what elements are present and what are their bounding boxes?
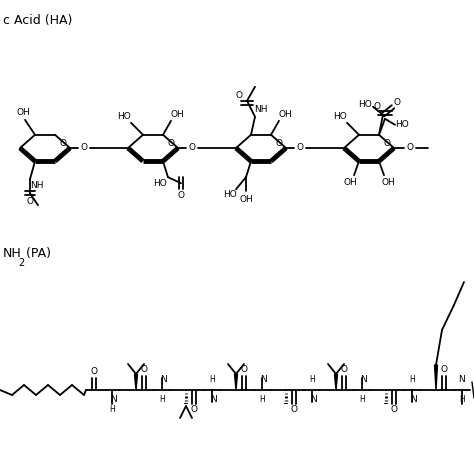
Text: H: H <box>409 375 415 384</box>
Text: O: O <box>297 144 303 153</box>
Text: N: N <box>410 395 418 404</box>
Text: OH: OH <box>239 195 253 204</box>
Text: O: O <box>374 102 381 111</box>
Text: O: O <box>340 365 347 374</box>
Text: O: O <box>189 144 195 153</box>
Text: O: O <box>240 365 247 374</box>
Text: OH: OH <box>381 178 395 187</box>
Text: N: N <box>210 395 218 404</box>
Text: H: H <box>209 375 215 384</box>
Text: N: N <box>261 375 267 384</box>
Text: O: O <box>440 365 447 374</box>
Text: O: O <box>407 144 413 153</box>
Text: 2: 2 <box>18 258 24 268</box>
Text: H: H <box>309 375 315 384</box>
Text: NH: NH <box>3 247 22 260</box>
Text: c Acid (HA): c Acid (HA) <box>3 14 73 27</box>
Text: NH: NH <box>30 181 44 190</box>
Polygon shape <box>135 374 137 390</box>
Text: HO: HO <box>358 100 372 109</box>
Text: OH: OH <box>343 178 357 187</box>
Text: N: N <box>361 375 367 384</box>
Text: NH: NH <box>254 105 268 114</box>
Text: O: O <box>60 139 66 148</box>
Text: N: N <box>310 395 318 404</box>
Polygon shape <box>335 374 337 390</box>
Text: O: O <box>81 144 88 153</box>
Text: H: H <box>359 395 365 404</box>
Polygon shape <box>235 374 237 390</box>
Text: H: H <box>109 405 115 414</box>
Text: O: O <box>391 405 398 414</box>
Text: HO: HO <box>117 112 131 121</box>
Text: O: O <box>291 405 298 414</box>
Text: O: O <box>275 139 283 148</box>
Text: H: H <box>459 395 465 404</box>
Text: H: H <box>259 395 265 404</box>
Text: O: O <box>91 367 98 376</box>
Text: N: N <box>161 375 167 384</box>
Text: N: N <box>459 375 465 384</box>
Text: O: O <box>27 197 34 206</box>
Text: OH: OH <box>278 110 292 119</box>
Text: O: O <box>167 139 174 148</box>
Text: N: N <box>110 395 118 404</box>
Text: OH: OH <box>170 110 184 119</box>
Text: O: O <box>236 91 243 100</box>
Text: OH: OH <box>16 108 30 117</box>
Text: HO: HO <box>395 120 409 129</box>
Text: O: O <box>191 405 198 414</box>
Text: HO: HO <box>333 112 347 121</box>
Text: O: O <box>140 365 147 374</box>
Text: O: O <box>383 139 391 148</box>
Polygon shape <box>435 365 438 390</box>
Text: HO: HO <box>153 179 167 188</box>
Text: O: O <box>393 98 401 107</box>
Text: (PA): (PA) <box>22 247 51 260</box>
Text: H: H <box>159 395 165 404</box>
Text: HO: HO <box>223 190 237 199</box>
Text: O: O <box>177 191 184 200</box>
